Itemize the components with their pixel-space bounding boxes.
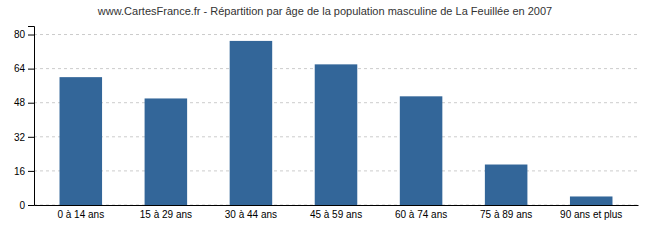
x-tick-label: 60 à 74 ans <box>395 209 447 220</box>
y-tick: 64 <box>14 63 34 74</box>
bar <box>315 64 358 205</box>
y-tick: 48 <box>14 97 34 108</box>
y-tick-mark <box>28 103 34 104</box>
y-tick-label: 80 <box>14 29 26 40</box>
x-axis: 0 à 14 ans 15 à 29 ans 30 à 44 ans 45 à 59 … <box>35 206 639 221</box>
bar <box>60 77 103 205</box>
bar <box>400 96 443 205</box>
bar <box>230 41 273 205</box>
x-tick: 90 ans et plus <box>560 209 622 220</box>
y-tick-label: 0 <box>19 200 25 211</box>
y-tick: 32 <box>14 132 34 143</box>
y-tick-mark <box>28 35 34 36</box>
x-tick-label: 30 à 44 ans <box>225 209 277 220</box>
bar <box>570 196 613 205</box>
bar <box>145 98 188 205</box>
x-tick: 45 à 59 ans <box>310 209 362 220</box>
title: www.CartesFrance.fr - Répartition par âg… <box>97 5 552 17</box>
x-tick: 75 à 89 ans <box>480 209 532 220</box>
y-tick-label: 32 <box>14 132 26 143</box>
bars <box>60 41 613 205</box>
x-tick-label: 45 à 59 ans <box>310 209 362 220</box>
grid-line <box>34 34 638 35</box>
x-tick: 60 à 74 ans <box>395 209 447 220</box>
y-tick-mark <box>28 137 34 138</box>
y-tick-label: 64 <box>14 63 26 74</box>
x-tick-label: 90 ans et plus <box>560 209 622 220</box>
x-tick-label: 75 à 89 ans <box>480 209 532 220</box>
grid <box>34 35 638 205</box>
y-tick-label: 48 <box>14 97 26 108</box>
x-tick: 0 à 14 ans <box>57 209 104 220</box>
plot: 0 16 32 48 64 80 0 à 14 ans 15 à 29 ans 30 à 44 … <box>14 27 639 221</box>
y-axis: 0 16 32 48 64 80 <box>14 27 35 211</box>
bar <box>485 165 528 205</box>
y-tick: 16 <box>14 166 34 177</box>
y-tick-mark <box>28 69 34 70</box>
y-tick: 0 <box>19 200 34 211</box>
y-tick-label: 16 <box>14 166 26 177</box>
y-tick-mark <box>28 205 34 206</box>
y-axis-line <box>28 27 35 206</box>
x-tick-label: 0 à 14 ans <box>57 209 104 220</box>
x-tick: 30 à 44 ans <box>225 209 277 220</box>
y-tick: 80 <box>14 29 34 40</box>
x-axis-line <box>35 205 639 206</box>
x-tick: 15 à 29 ans <box>140 209 192 220</box>
x-tick-label: 15 à 29 ans <box>140 209 192 220</box>
y-tick-mark <box>28 171 34 172</box>
chart: www.CartesFrance.fr - Répartition par âg… <box>0 0 650 229</box>
